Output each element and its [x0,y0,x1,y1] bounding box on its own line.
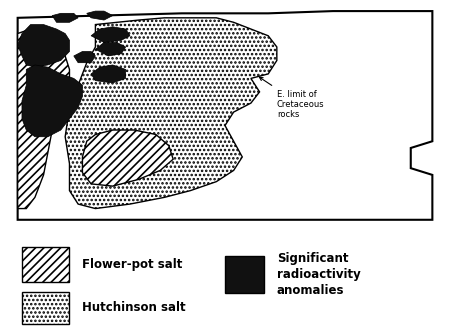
Text: Hutchinson salt: Hutchinson salt [82,301,186,314]
Polygon shape [82,130,173,186]
Polygon shape [18,24,69,67]
Polygon shape [65,18,277,209]
Polygon shape [91,65,126,83]
Text: Flower-pot salt: Flower-pot salt [82,258,183,271]
Polygon shape [95,43,126,56]
Bar [22,247,69,282]
Polygon shape [74,51,95,63]
Polygon shape [91,27,130,43]
Text: Significant
radioactivity
anomalies: Significant radioactivity anomalies [277,252,360,297]
Polygon shape [18,11,432,220]
Bar [22,292,69,324]
Polygon shape [18,29,69,209]
Polygon shape [52,13,78,22]
Bar [225,256,264,293]
Polygon shape [87,11,112,20]
Text: E. limit of
Cretaceous
rocks: E. limit of Cretaceous rocks [260,77,324,119]
Polygon shape [22,65,82,137]
